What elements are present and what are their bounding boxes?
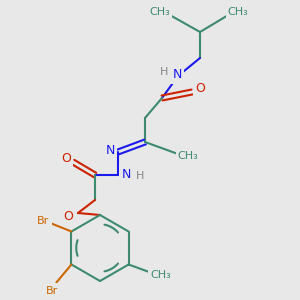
- Text: N: N: [172, 68, 182, 82]
- Text: CH₃: CH₃: [150, 269, 171, 280]
- Text: CH₃: CH₃: [178, 151, 198, 161]
- Text: O: O: [61, 152, 71, 166]
- Text: N: N: [105, 145, 115, 158]
- Text: H: H: [136, 171, 144, 181]
- Text: O: O: [63, 211, 73, 224]
- Text: CH₃: CH₃: [150, 7, 170, 17]
- Text: N: N: [121, 167, 131, 181]
- Text: Br: Br: [37, 217, 50, 226]
- Text: CH₃: CH₃: [228, 7, 248, 17]
- Text: Br: Br: [46, 286, 59, 296]
- Text: O: O: [195, 82, 205, 95]
- Text: H: H: [160, 67, 168, 77]
